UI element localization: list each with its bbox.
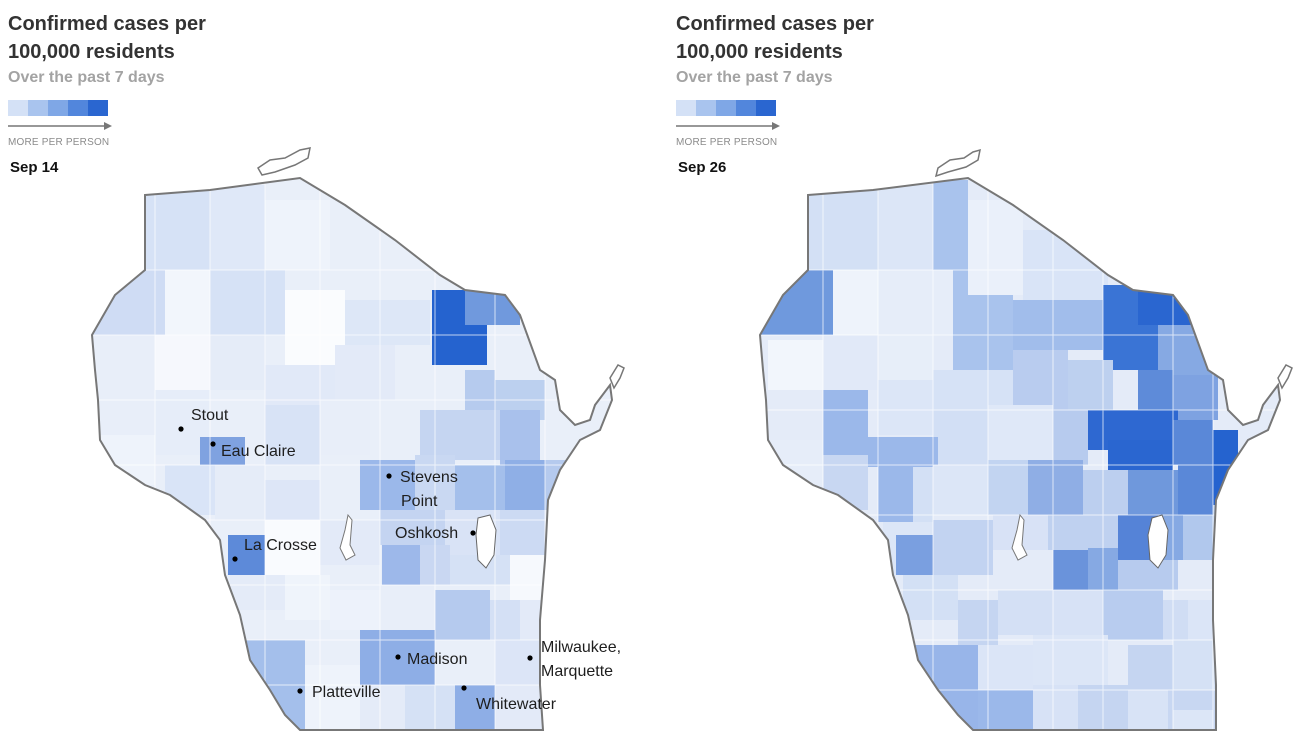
title-line-1: Confirmed cases per xyxy=(676,13,874,35)
map-panel-sep-14: Stout Eau Claire Stevens Point Oshkosh L… xyxy=(0,0,650,742)
city-dot-la-crosse xyxy=(232,556,238,562)
city-label-milwaukee: Milwaukee, xyxy=(541,639,621,656)
legend-swatch-1 xyxy=(8,100,28,116)
city-label-la-crosse: La Crosse xyxy=(244,537,317,554)
city-label-stevens-point-line2: Point xyxy=(401,493,438,510)
door-peninsula-tip xyxy=(1277,364,1293,390)
legend-swatch-3 xyxy=(716,100,736,116)
arrow-right-icon xyxy=(676,122,780,130)
wisconsin-county-map xyxy=(758,148,1293,731)
apostle-islands xyxy=(934,148,981,178)
map-date: Sep 14 xyxy=(10,159,59,176)
map-title: Confirmed cases per 100,000 residents xyxy=(676,10,1006,66)
legend-swatch-4 xyxy=(68,100,88,116)
city-dot-milwaukee xyxy=(527,655,533,661)
title-line-2: 100,000 residents xyxy=(8,41,175,63)
map-title: Confirmed cases per 100,000 residents xyxy=(8,10,338,66)
arrow-right-icon xyxy=(8,122,112,130)
legend-caption: MORE PER PERSON xyxy=(676,137,778,148)
city-dot-eau-claire xyxy=(210,441,216,447)
wisconsin-county-map: Stout Eau Claire Stevens Point Oshkosh L… xyxy=(90,147,625,731)
city-label-platteville: Platteville xyxy=(312,684,381,701)
county-shapes xyxy=(760,178,1280,730)
city-label-eau-claire: Eau Claire xyxy=(221,443,296,460)
city-label-oshkosh: Oshkosh xyxy=(395,525,458,542)
city-dot-platteville xyxy=(297,688,303,694)
color-legend xyxy=(676,100,776,116)
map-subtitle: Over the past 7 days xyxy=(676,69,833,86)
legend-swatch-2 xyxy=(28,100,48,116)
city-dot-whitewater xyxy=(461,685,467,691)
map-subtitle: Over the past 7 days xyxy=(8,69,165,86)
map-date: Sep 26 xyxy=(678,159,727,176)
door-peninsula-tip xyxy=(609,364,625,390)
city-label-stevens-point: Stevens xyxy=(400,469,458,486)
map-panel-sep-26: Confirmed cases per 100,000 residents Ov… xyxy=(668,0,1310,742)
legend-caption: MORE PER PERSON xyxy=(8,137,110,148)
title-line-1: Confirmed cases per xyxy=(8,13,206,35)
city-label-whitewater: Whitewater xyxy=(476,696,557,713)
title-line-2: 100,000 residents xyxy=(676,41,843,63)
legend-swatch-4 xyxy=(736,100,756,116)
city-label-marquette: Marquette xyxy=(541,663,613,680)
city-label-madison: Madison xyxy=(407,651,467,668)
state-outline xyxy=(90,176,614,731)
city-label-stout: Stout xyxy=(191,407,229,424)
city-dot-oshkosh xyxy=(470,530,476,536)
apostle-islands xyxy=(257,147,311,176)
city-dot-stevens-point xyxy=(386,473,392,479)
legend-swatch-5 xyxy=(88,100,108,116)
legend-swatch-3 xyxy=(48,100,68,116)
legend-swatch-5 xyxy=(756,100,776,116)
legend-swatch-2 xyxy=(696,100,716,116)
color-legend xyxy=(8,100,108,116)
city-dot-madison xyxy=(395,654,401,660)
state-outline xyxy=(758,176,1282,731)
city-dot-stout xyxy=(178,426,184,432)
legend-swatch-1 xyxy=(676,100,696,116)
city-markers: Stout Eau Claire Stevens Point Oshkosh L… xyxy=(178,407,621,713)
